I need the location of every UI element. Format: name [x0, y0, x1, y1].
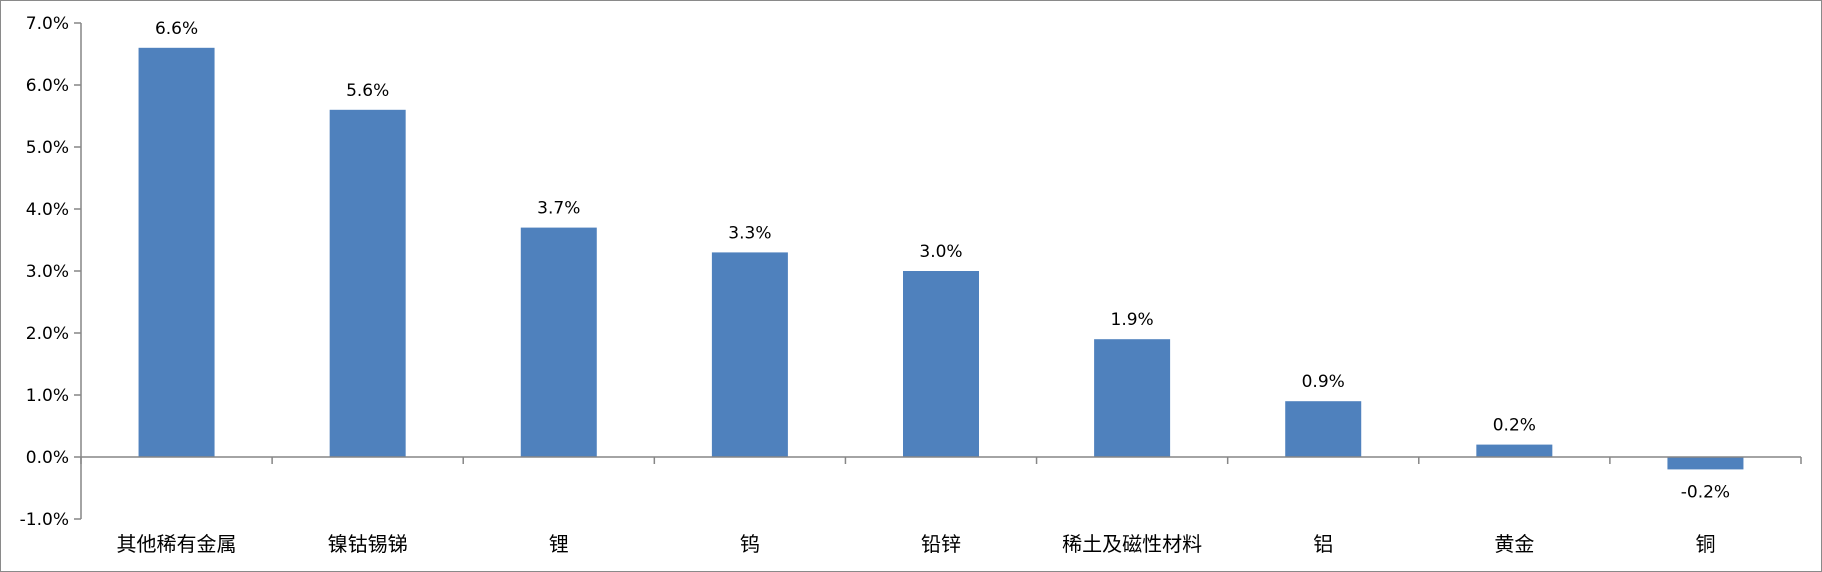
- bar: [903, 271, 979, 457]
- y-tick-label: 0.0%: [26, 448, 69, 468]
- data-label: 0.2%: [1493, 416, 1536, 436]
- bar: [1094, 339, 1171, 457]
- category-labels: 其他稀有金属 镍钴锡锑 锂 钨 铅锌 稀土及磁性材料 铝 黄金 铜: [117, 532, 1716, 556]
- data-label: 1.9%: [1111, 310, 1154, 330]
- y-tick-label: 1.0%: [26, 386, 69, 406]
- data-label: 6.6%: [155, 19, 198, 39]
- bar: [329, 109, 406, 458]
- bar: [1667, 457, 1744, 470]
- data-label: 0.9%: [1302, 372, 1345, 392]
- data-labels: 6.6% 5.6% 3.7% 3.3% 3.0% 1.9% 0.9% 0.2% -0.2%: [155, 19, 1730, 503]
- bar: [1285, 401, 1362, 457]
- data-label: 3.3%: [728, 223, 771, 243]
- category-label: 锂: [549, 532, 569, 556]
- category-label: 铜: [1695, 532, 1715, 556]
- x-axis-ticks: [80, 457, 1802, 464]
- category-label: 铝: [1313, 532, 1333, 556]
- y-tick-label: 4.0%: [26, 200, 69, 220]
- axes: [80, 23, 1801, 519]
- data-label: 5.6%: [346, 81, 389, 101]
- category-label: 其他稀有金属: [117, 532, 237, 556]
- bars: [138, 47, 1744, 470]
- category-label: 稀土及磁性材料: [1062, 532, 1202, 556]
- y-tick-label: 7.0%: [26, 14, 69, 34]
- y-axis-ticks: -1.0% 0.0% 1.0% 2.0% 3.0% 4.0% 5.0% 6.0% 7.0%: [20, 14, 81, 530]
- data-label: -0.2%: [1681, 482, 1730, 502]
- category-label: 钨: [740, 532, 760, 556]
- y-tick-label: 2.0%: [26, 324, 69, 344]
- y-tick-label: 5.0%: [26, 138, 69, 158]
- bar: [138, 47, 215, 458]
- y-tick-label: 6.0%: [26, 76, 69, 96]
- data-label: 3.7%: [537, 199, 580, 219]
- category-label: 黄金: [1494, 532, 1534, 556]
- category-label: 镍钴锡锑: [328, 532, 408, 556]
- bar: [1476, 444, 1553, 457]
- category-label: 铅锌: [921, 532, 961, 556]
- bar: [520, 227, 597, 457]
- y-tick-label: -1.0%: [20, 510, 69, 530]
- y-tick-label: 3.0%: [26, 262, 69, 282]
- data-label: 3.0%: [919, 242, 962, 262]
- bar: [711, 252, 788, 457]
